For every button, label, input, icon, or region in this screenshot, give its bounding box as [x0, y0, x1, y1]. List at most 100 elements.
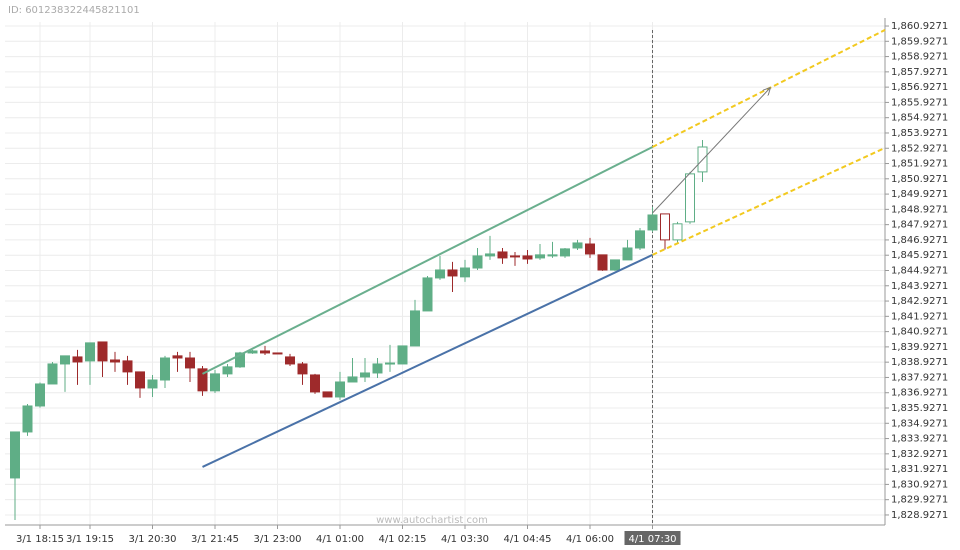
y-tick-label: 1,852.9271	[891, 143, 948, 154]
candle-body	[497, 251, 508, 259]
y-tick-label: 1,849.9271	[891, 189, 948, 200]
x-tick-label: 4/1 06:00	[566, 534, 614, 545]
candle-body	[122, 360, 133, 373]
y-tick-label: 1,828.9271	[891, 510, 948, 521]
candle-body	[210, 373, 220, 392]
candle-body	[35, 383, 45, 407]
candle-body	[10, 431, 20, 479]
y-tick-label: 1,834.9271	[891, 418, 948, 429]
y-tick-label: 1,839.9271	[891, 342, 948, 353]
candle-body	[585, 243, 595, 255]
trend-line	[202, 146, 653, 375]
candle-body	[522, 255, 533, 260]
x-tick-label: 3/1 23:00	[253, 534, 301, 545]
y-tick-label: 1,842.9271	[891, 296, 948, 307]
y-tick-label: 1,830.9271	[891, 479, 948, 490]
candle-body	[285, 356, 295, 365]
x-tick-label: 4/1 03:30	[441, 534, 489, 545]
x-tick-label: 4/1 04:45	[503, 534, 551, 545]
x-tick-label: 4/1 07:30	[628, 534, 676, 545]
candle-body	[60, 355, 70, 365]
y-tick-label: 1,847.9271	[891, 220, 948, 231]
candle-body	[622, 247, 633, 261]
y-tick-label: 1,851.9271	[891, 159, 948, 170]
candle-body	[310, 374, 320, 393]
candle-body	[672, 223, 683, 241]
candle-body	[610, 259, 620, 271]
candle-body	[235, 352, 245, 368]
x-label-highlight	[624, 531, 681, 545]
candle-body	[160, 357, 170, 381]
candle-body	[222, 366, 233, 375]
y-tick-label: 1,833.9271	[891, 434, 948, 445]
candle-body	[72, 356, 83, 363]
candle-body	[647, 214, 658, 231]
candle-body	[635, 230, 645, 249]
y-tick-label: 1,860.9271	[891, 21, 948, 32]
candle-body	[435, 269, 445, 279]
y-tick-label: 1,858.9271	[891, 52, 948, 63]
candle-body	[597, 254, 608, 271]
x-tick-label: 3/1 20:30	[128, 534, 176, 545]
y-tick-label: 1,854.9271	[891, 113, 948, 124]
candle-body	[297, 363, 308, 375]
y-tick-label: 1,838.9271	[891, 357, 948, 368]
y-tick-label: 1,845.9271	[891, 250, 948, 261]
candle-body	[560, 248, 570, 257]
y-tick-label: 1,829.9271	[891, 495, 948, 506]
y-tick-label: 1,836.9271	[891, 388, 948, 399]
candle-body	[485, 253, 495, 257]
trend-line	[652, 146, 886, 256]
candle-body	[447, 269, 458, 277]
watermark: www.autochartist.com	[376, 515, 488, 526]
candle-body	[135, 371, 145, 389]
chart-id: ID: 601238322445821101	[8, 5, 140, 16]
candle-body	[85, 342, 95, 362]
candle-body	[22, 405, 33, 433]
y-tick-label: 1,859.9271	[891, 36, 948, 47]
candle-body	[335, 381, 345, 398]
y-tick-label: 1,841.9271	[891, 311, 948, 322]
candle-body	[360, 372, 370, 378]
x-tick-label: 3/1 19:15	[66, 534, 114, 545]
candle-body	[660, 213, 670, 241]
y-tick-label: 1,857.9271	[891, 67, 948, 78]
y-tick-label: 1,837.9271	[891, 372, 948, 383]
y-tick-label: 1,835.9271	[891, 403, 948, 414]
candle-body	[397, 345, 408, 365]
candle-body	[372, 363, 383, 374]
candle-body	[260, 350, 270, 354]
candle-body	[185, 357, 195, 369]
y-tick-label: 1,840.9271	[891, 327, 948, 338]
candle-body	[197, 368, 208, 392]
y-tick-label: 1,844.9271	[891, 265, 948, 276]
y-tick-label: 1,846.9271	[891, 235, 948, 246]
y-tick-label: 1,831.9271	[891, 464, 948, 475]
y-tick-label: 1,848.9271	[891, 204, 948, 215]
trend-line	[202, 253, 653, 468]
candle-body	[110, 359, 120, 363]
candle-body	[172, 355, 183, 359]
candle-body	[272, 352, 283, 355]
x-tick-label: 4/1 02:15	[378, 534, 426, 545]
x-tick-label: 4/1 01:00	[316, 534, 364, 545]
candle-body	[572, 242, 583, 249]
candle-body	[147, 379, 158, 389]
candle-body	[410, 310, 420, 347]
trend-line	[652, 29, 886, 148]
y-tick-label: 1,850.9271	[891, 174, 948, 185]
y-tick-label: 1,843.9271	[891, 281, 948, 292]
y-tick-label: 1,832.9271	[891, 449, 948, 460]
candle-body	[547, 254, 558, 257]
candle-body	[472, 255, 483, 269]
y-tick-label: 1,853.9271	[891, 128, 948, 139]
candle-body	[422, 277, 433, 312]
forecast-arrow	[652, 88, 771, 214]
y-tick-label: 1,856.9271	[891, 82, 948, 93]
candle-body	[460, 267, 470, 278]
x-tick-label: 3/1 18:15	[16, 534, 64, 545]
candle-body	[385, 362, 395, 365]
candle-body	[47, 363, 58, 385]
candle-body	[322, 391, 333, 398]
